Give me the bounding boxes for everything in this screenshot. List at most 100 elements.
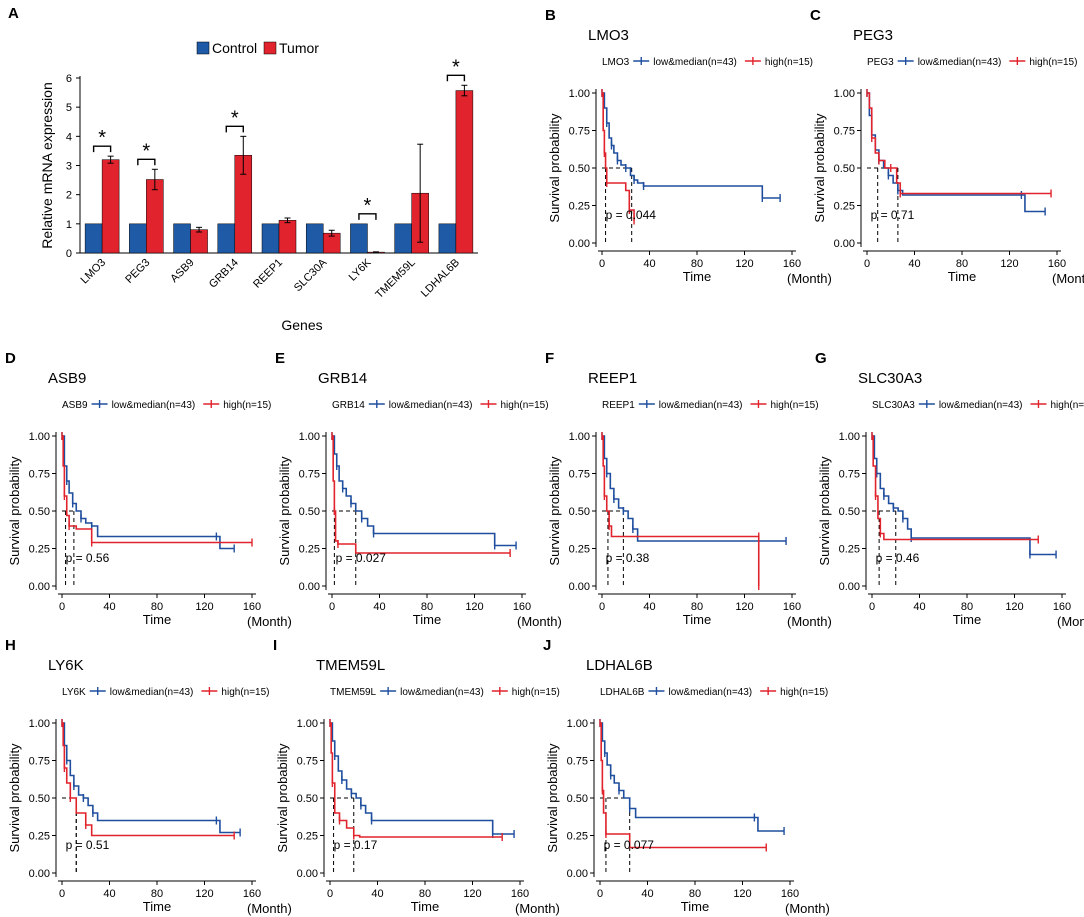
low-median-survival-curve <box>602 92 781 199</box>
tumor-bar <box>146 179 164 254</box>
y-tick-label: 0.00 <box>569 238 590 250</box>
p-value: p = 0.077 <box>604 838 655 852</box>
bar-group-ly6k: * LY6K <box>347 195 385 284</box>
x-tick-label: TMEM59L <box>373 257 417 301</box>
y-tick-label: 3 <box>66 161 72 173</box>
x-tick-label: 0 <box>327 888 333 900</box>
x-tick-label: 120 <box>195 888 213 900</box>
panel-c-km-plot: C PEG3 PEG3 low&median(n=43) high(n=15) 0.00 0… <box>810 7 1084 286</box>
low-median-survival-curve <box>62 435 235 550</box>
x-tick-label: 120 <box>735 601 753 613</box>
legend-control-label: Control <box>212 40 257 56</box>
y-tick-label: 0.50 <box>29 506 50 518</box>
x-tick-label: 120 <box>463 888 481 900</box>
low-median-survival-curve <box>600 722 785 832</box>
x-tick-label: 120 <box>735 258 753 270</box>
y-tick-label: 0.00 <box>29 868 50 880</box>
panel-d-km-plot: D ASB9 ASB9 low&median(n=43) high(n=15) 0.00 0… <box>5 350 292 629</box>
x-tick-label: 160 <box>783 258 801 270</box>
tumor-bar <box>455 90 474 254</box>
y-tick-label: 0.00 <box>29 581 50 593</box>
control-bar <box>350 223 368 254</box>
panel-label: D <box>5 350 16 367</box>
legend-strata-label: LY6K <box>62 687 86 698</box>
legend-high-label: high(n=15) <box>1050 400 1084 411</box>
x-axis-unit: (Month) <box>787 614 832 629</box>
x-tick-label: 120 <box>1005 601 1023 613</box>
legend-high-label: high(n=15) <box>1029 57 1077 68</box>
plot-title: LDHAL6B <box>586 657 653 674</box>
panel-label: E <box>275 350 285 367</box>
y-tick-label: 0.50 <box>569 163 590 175</box>
x-tick-label: 120 <box>465 601 483 613</box>
p-value: p = 0.46 <box>876 551 920 565</box>
y-tick-label: 0.00 <box>839 581 860 593</box>
control-bar <box>129 223 147 254</box>
panel-a-bar-chart: A Control Tumor 0 1 2 3 4 5 6 Relative mRNA expres… <box>8 5 478 333</box>
x-axis-title: Time <box>143 899 171 914</box>
legend-low-label: low&median(n=43) <box>668 687 752 698</box>
legend-low-label: low&median(n=43) <box>918 57 1002 68</box>
x-tick-label: 40 <box>643 258 655 270</box>
control-bar <box>84 223 103 254</box>
y-tick-label: 1.00 <box>29 718 50 730</box>
control-bar <box>261 223 280 254</box>
x-tick-label: 160 <box>243 601 261 613</box>
x-tick-label: 120 <box>733 888 751 900</box>
x-axis-unit: (Month) <box>247 614 292 629</box>
km-legend: ASB9 low&median(n=43) high(n=15) <box>62 400 271 411</box>
y-tick-label: 0.75 <box>297 756 318 768</box>
legend-strata-label: LMO3 <box>602 57 630 68</box>
panel-label: F <box>545 350 554 367</box>
y-tick-label: 0.50 <box>29 793 50 805</box>
x-tick-label: 40 <box>913 601 925 613</box>
y-tick-label: 0.00 <box>834 238 855 250</box>
low-median-survival-curve <box>872 435 1057 556</box>
significance-star: * <box>364 195 372 217</box>
x-axis-unit: (Month) <box>787 271 832 286</box>
y-tick-label: 0.25 <box>569 201 590 213</box>
significance-bracket <box>446 74 466 82</box>
legend-high-label: high(n=15) <box>500 400 548 411</box>
legend-low-label: low&median(n=43) <box>653 57 737 68</box>
legend-low-label: low&median(n=43) <box>110 687 194 698</box>
y-axis-title: Survival probability <box>547 456 562 566</box>
x-axis-title: Time <box>413 612 441 627</box>
y-tick-label: 0.75 <box>569 126 590 138</box>
legend-high-label: high(n=15) <box>765 57 813 68</box>
x-tick-label: 40 <box>908 258 920 270</box>
x-tick-label: 80 <box>151 601 163 613</box>
x-axis-unit: (Month) <box>1052 271 1084 286</box>
y-tick-label: 1.00 <box>839 431 860 443</box>
x-axis-title: Time <box>948 269 976 284</box>
y-axis-title: Survival probability <box>547 113 562 223</box>
plot-title: LY6K <box>48 657 84 674</box>
tumor-bar <box>190 229 208 254</box>
significance-bracket <box>358 213 377 220</box>
legend-high-label: high(n=15) <box>221 687 269 698</box>
x-axis-unit: (Month) <box>517 614 562 629</box>
km-legend: SLC30A3 low&median(n=43) high(n=15) <box>872 400 1084 411</box>
y-tick-label: 4 <box>66 131 72 143</box>
plot-title: ASB9 <box>48 370 86 387</box>
significance-bracket <box>137 158 156 166</box>
x-axis-title: Time <box>683 269 711 284</box>
bar-group-asb9: ASB9 <box>168 223 208 285</box>
high-survival-curve <box>602 435 760 586</box>
p-value: p = 0.38 <box>606 551 650 565</box>
x-tick-label: 160 <box>513 601 531 613</box>
y-tick-label: 1.00 <box>834 88 855 100</box>
p-value: p = 0.56 <box>66 551 110 565</box>
x-axis-title: Time <box>683 612 711 627</box>
significance-star: * <box>142 140 150 162</box>
x-tick-label: LY6K <box>347 256 374 283</box>
y-tick-label: 0.75 <box>569 469 590 481</box>
significance-star: * <box>98 127 106 149</box>
y-tick-label: 0.25 <box>839 544 860 556</box>
x-tick-label: 0 <box>597 888 603 900</box>
x-tick-label: LDHAL6B <box>419 257 462 300</box>
legend-strata-label: PEG3 <box>867 57 894 68</box>
y-tick-label: 0.00 <box>299 581 320 593</box>
low-median-survival-curve <box>62 722 241 834</box>
